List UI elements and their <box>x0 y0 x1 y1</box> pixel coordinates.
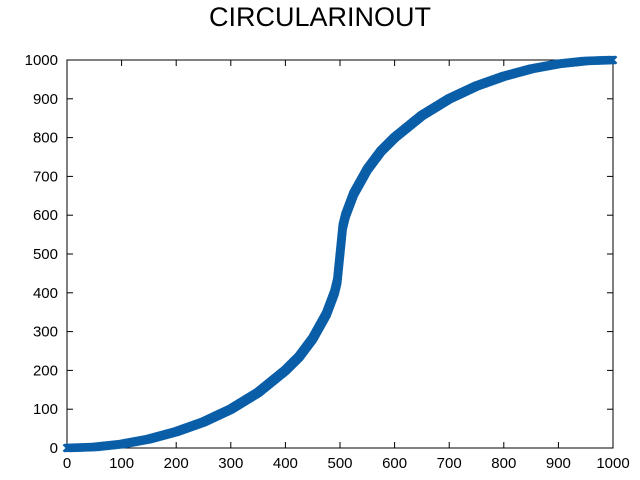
y-tick-label: 0 <box>50 440 58 457</box>
y-tick-label: 300 <box>33 324 58 341</box>
y-tick-label: 1000 <box>25 52 58 69</box>
y-tick-label: 200 <box>33 362 58 379</box>
y-tick-label: 500 <box>33 246 58 263</box>
x-tick-label: 1000 <box>596 455 629 472</box>
y-tick-label: 900 <box>33 91 58 108</box>
y-tick-label: 100 <box>33 401 58 418</box>
x-tick-label: 900 <box>546 455 571 472</box>
x-tick-label: 800 <box>491 455 516 472</box>
y-tick-label: 700 <box>33 168 58 185</box>
x-tick-label: 0 <box>63 455 71 472</box>
x-tick-label: 500 <box>327 455 352 472</box>
x-tick-label: 700 <box>437 455 462 472</box>
x-tick-label: 300 <box>218 455 243 472</box>
y-tick-label: 400 <box>33 285 58 302</box>
data-point <box>608 55 618 65</box>
x-tick-label: 400 <box>273 455 298 472</box>
y-tick-label: 600 <box>33 207 58 224</box>
data-series <box>62 55 618 453</box>
x-tick-label: 600 <box>382 455 407 472</box>
x-tick-label: 200 <box>164 455 189 472</box>
y-tick-label: 800 <box>33 130 58 147</box>
x-tick-label: 100 <box>109 455 134 472</box>
chart-title: CIRCULARINOUT <box>208 2 431 32</box>
